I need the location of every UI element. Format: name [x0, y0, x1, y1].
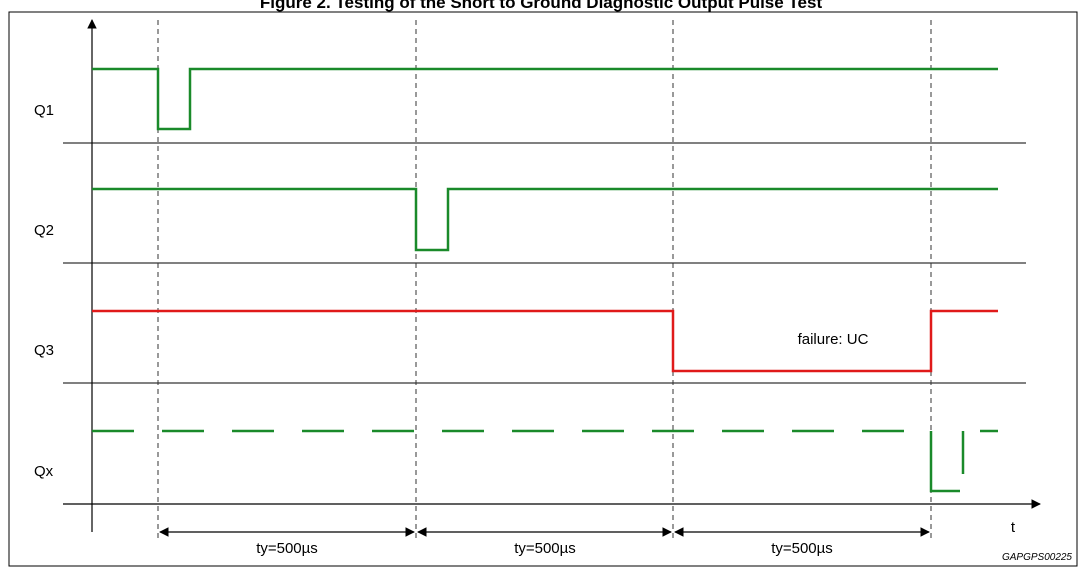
qx-waveform-drop — [929, 431, 960, 493]
signal-label-qx: Qx — [34, 463, 54, 480]
figure-title: Figure 2. Testing of the Short to Ground… — [260, 0, 823, 12]
signal-label-q2: Q2 — [34, 222, 54, 239]
time-axis-label: t — [1011, 519, 1016, 536]
figure-frame — [8, 11, 1078, 567]
signal-label-q3: Q3 — [34, 342, 54, 359]
interval-label-2: ty=500µs — [514, 540, 576, 557]
q2-waveform — [92, 187, 998, 252]
q3-waveform — [92, 309, 998, 373]
interval-label-1: ty=500µs — [256, 540, 318, 557]
signal-label-q1: Q1 — [34, 102, 54, 119]
failure-label: failure: UC — [798, 331, 869, 348]
interval-label-3: ty=500µs — [771, 540, 833, 557]
figure-code: GAPGPS00225 — [1002, 552, 1072, 563]
q1-waveform — [92, 67, 998, 131]
